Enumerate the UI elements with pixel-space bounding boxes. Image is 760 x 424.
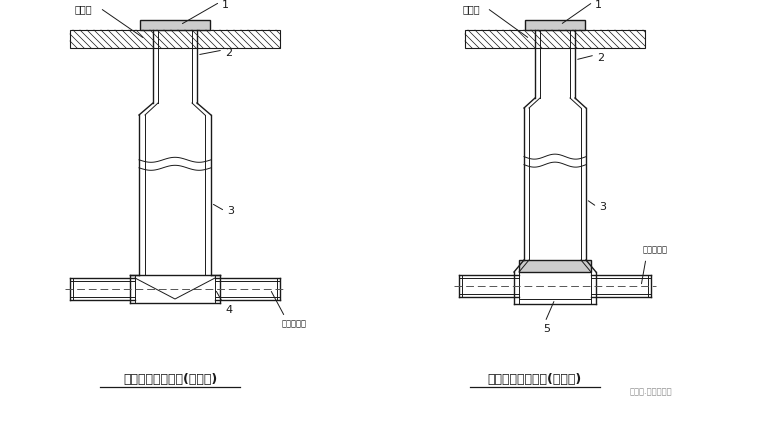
Text: 3: 3 [599, 202, 606, 212]
Text: 非道路: 非道路 [75, 4, 93, 14]
Text: 非道路: 非道路 [463, 4, 480, 14]
Text: 埋地排水管: 埋地排水管 [643, 245, 668, 254]
Text: 2: 2 [597, 53, 604, 63]
Bar [525, 20, 585, 30]
Bar [140, 20, 210, 30]
Text: 非防护井盖检查井(无流槽): 非防护井盖检查井(无流槽) [488, 373, 582, 386]
Text: 1: 1 [595, 0, 602, 10]
Text: 3: 3 [227, 206, 234, 216]
Bar [70, 30, 280, 48]
Text: 1: 1 [222, 0, 229, 10]
Text: 2: 2 [225, 48, 232, 58]
Bar [519, 260, 591, 272]
Text: 5: 5 [543, 324, 550, 334]
Bar [465, 30, 645, 48]
Text: 埋地排水管: 埋地排水管 [282, 319, 307, 328]
Text: 4: 4 [225, 305, 232, 315]
Text: 给排水.电知识平台: 给排水.电知识平台 [630, 387, 673, 396]
Text: 非防护井盖检查井(有流槽): 非防护井盖检查井(有流槽) [123, 373, 217, 386]
